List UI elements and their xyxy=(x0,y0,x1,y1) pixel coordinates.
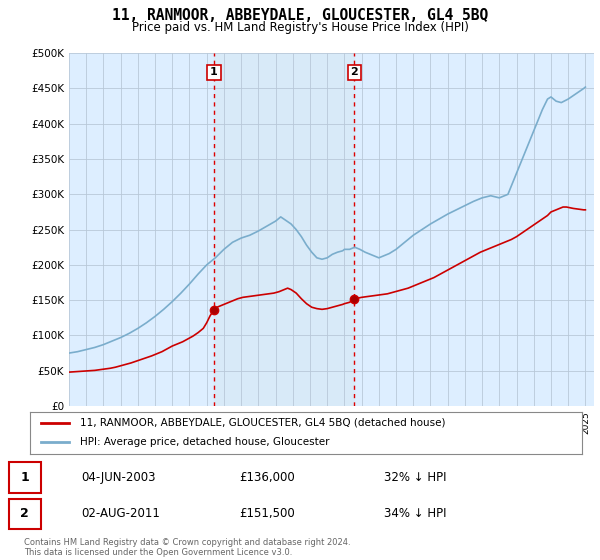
Text: 11, RANMOOR, ABBEYDALE, GLOUCESTER, GL4 5BQ (detached house): 11, RANMOOR, ABBEYDALE, GLOUCESTER, GL4 … xyxy=(80,418,445,428)
Text: 1: 1 xyxy=(20,471,29,484)
Text: Contains HM Land Registry data © Crown copyright and database right 2024.
This d: Contains HM Land Registry data © Crown c… xyxy=(24,538,350,557)
Text: 02-AUG-2011: 02-AUG-2011 xyxy=(82,507,161,520)
Bar xyxy=(214,53,355,406)
FancyBboxPatch shape xyxy=(9,462,41,493)
Text: 32% ↓ HPI: 32% ↓ HPI xyxy=(385,471,447,484)
Text: 2: 2 xyxy=(20,507,29,520)
Text: 34% ↓ HPI: 34% ↓ HPI xyxy=(385,507,447,520)
Text: Price paid vs. HM Land Registry's House Price Index (HPI): Price paid vs. HM Land Registry's House … xyxy=(131,21,469,34)
Text: 11, RANMOOR, ABBEYDALE, GLOUCESTER, GL4 5BQ: 11, RANMOOR, ABBEYDALE, GLOUCESTER, GL4 … xyxy=(112,8,488,24)
Text: 1: 1 xyxy=(210,67,218,77)
Text: £136,000: £136,000 xyxy=(239,471,295,484)
Text: 04-JUN-2003: 04-JUN-2003 xyxy=(82,471,156,484)
Text: HPI: Average price, detached house, Gloucester: HPI: Average price, detached house, Glou… xyxy=(80,437,329,447)
Text: 2: 2 xyxy=(350,67,358,77)
Text: £151,500: £151,500 xyxy=(239,507,295,520)
FancyBboxPatch shape xyxy=(9,498,41,529)
